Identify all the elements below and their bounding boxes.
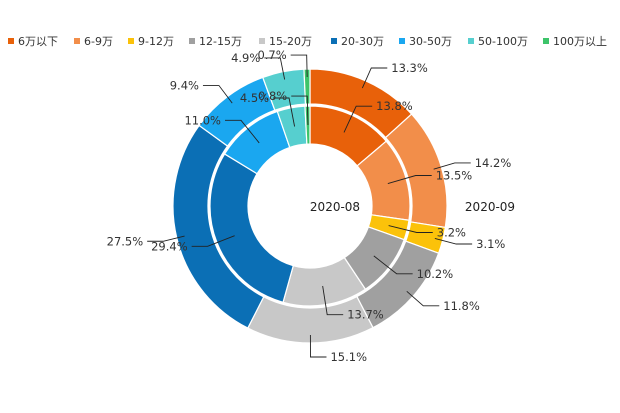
outer-leader-6: [202, 85, 233, 104]
inner-leader-4: [322, 285, 344, 316]
inner-ring-2020-08: [209, 105, 411, 307]
outer-leader-5: [147, 235, 185, 242]
outer-leader-0: [361, 67, 388, 89]
inner-label-5: 29.4%: [151, 239, 188, 253]
inner-label-1: 13.5%: [436, 169, 473, 183]
inner-leader-7: [273, 97, 296, 127]
outer-slice-8[interactable]: [303, 68, 311, 105]
inner-leader-2: [388, 225, 433, 233]
outer-label-4: 15.1%: [330, 350, 367, 364]
legend-label-4[interactable]: 15-20万: [269, 35, 312, 48]
outer-label-6: 9.4%: [170, 79, 199, 93]
legend-swatch-4[interactable]: [259, 38, 265, 44]
outer-leader-4: [309, 334, 327, 358]
inner-label-7: 4.5%: [240, 91, 269, 105]
outer-label-8: 0.7%: [257, 48, 286, 62]
outer-series-label: 2020-09: [465, 200, 515, 214]
outer-label-2: 3.1%: [476, 237, 505, 251]
inner-label-0: 13.8%: [376, 99, 413, 113]
legend-swatch-5[interactable]: [331, 38, 337, 44]
legend-swatch-1[interactable]: [74, 38, 80, 44]
legend-label-0[interactable]: 6万以下: [18, 35, 58, 48]
legend-swatch-7[interactable]: [468, 38, 474, 44]
leader-lines: [147, 54, 473, 358]
legend-swatch-6[interactable]: [399, 38, 405, 44]
inner-leader-3: [373, 255, 413, 275]
legend-label-6[interactable]: 30-50万: [409, 35, 452, 48]
outer-label-3: 11.8%: [443, 299, 480, 313]
inner-leader-1: [387, 175, 432, 184]
outer-leader-8: [290, 54, 308, 78]
inner-slice-8[interactable]: [304, 105, 311, 145]
legend-label-7[interactable]: 50-100万: [478, 35, 528, 48]
outer-label-7: 4.9%: [231, 51, 260, 65]
outer-leader-3: [406, 290, 440, 307]
legend-label-8[interactable]: 100万以上: [553, 35, 607, 48]
inner-label-8: 0.8%: [258, 89, 287, 103]
inner-label-3: 10.2%: [417, 267, 454, 281]
inner-series-label: 2020-08: [310, 200, 360, 214]
legend-swatch-8[interactable]: [543, 38, 549, 44]
outer-leader-2: [434, 238, 473, 245]
inner-label-2: 3.2%: [437, 225, 466, 239]
legend-label-3[interactable]: 12-15万: [199, 35, 242, 48]
outer-leader-7: [264, 57, 286, 80]
inner-slice-5[interactable]: [209, 153, 294, 303]
inner-label-4: 13.7%: [347, 308, 384, 322]
inner-leader-5: [191, 235, 235, 247]
legend-label-5[interactable]: 20-30万: [341, 35, 384, 48]
outer-label-0: 13.3%: [391, 61, 428, 75]
outer-ring-2020-09: [172, 68, 448, 344]
legend: 6万以下 6-9万 9-12万 12-15万 15-20万 20-30万 30-50万 50-…: [8, 35, 607, 48]
outer-label-1: 14.2%: [475, 156, 512, 170]
outer-leader-1: [433, 162, 471, 170]
outer-label-5: 27.5%: [107, 234, 144, 248]
inner-label-6: 11.0%: [184, 113, 221, 127]
legend-label-2[interactable]: 9-12万: [138, 35, 174, 48]
inner-leader-6: [225, 119, 260, 144]
inner-leader-0: [343, 105, 373, 133]
legend-swatch-3[interactable]: [189, 38, 195, 44]
legend-swatch-2[interactable]: [128, 38, 134, 44]
data-labels: 13.8%13.5%3.2%10.2%13.7%29.4%11.0%4.5%0.…: [107, 48, 512, 364]
legend-label-1[interactable]: 6-9万: [84, 35, 113, 48]
inner-leader-8: [291, 95, 309, 126]
legend-swatch-0[interactable]: [8, 38, 14, 44]
